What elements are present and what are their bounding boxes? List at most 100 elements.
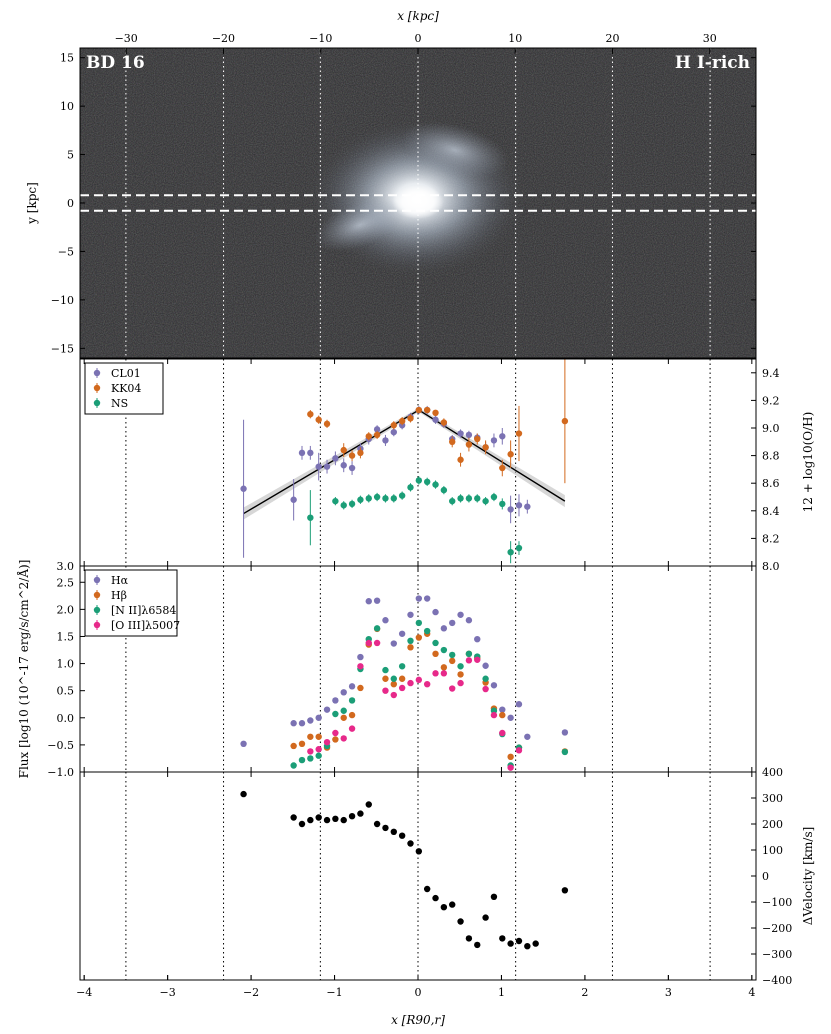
point-cl01 — [315, 463, 322, 470]
flux-point-1 — [499, 711, 506, 719]
velocity-point — [298, 820, 306, 828]
velocity-point — [315, 814, 322, 821]
point-kk04 — [440, 419, 448, 426]
velocity-y-tick-label: 400 — [762, 766, 783, 779]
point-cl01 — [340, 462, 347, 469]
point-ns — [515, 544, 523, 552]
flux-point-2 — [449, 651, 456, 659]
velocity-point — [240, 790, 247, 798]
flux-point-3 — [482, 685, 489, 693]
flux-point-0 — [561, 729, 569, 736]
flux-point-2 — [332, 710, 339, 718]
flux-point-1 — [449, 657, 456, 665]
flux-point-3 — [415, 676, 423, 684]
point-cl01 — [524, 503, 531, 510]
velocity-point — [415, 848, 423, 855]
flux-point-3 — [332, 729, 339, 737]
flux-point-0 — [415, 595, 423, 602]
x-tick-label: −2 — [243, 986, 259, 999]
flux-point-1 — [440, 664, 448, 671]
velocity-point — [332, 815, 339, 822]
velocity-point — [307, 816, 314, 824]
point-ns — [373, 493, 381, 501]
metallicity-marks — [240, 359, 569, 564]
flux-point-0 — [490, 682, 498, 689]
point-ns — [390, 495, 397, 502]
flux-point-1 — [332, 736, 339, 743]
flux-point-0 — [423, 595, 431, 602]
flux-point-1 — [398, 675, 406, 682]
flux-point-1 — [457, 671, 464, 678]
point-ns — [398, 492, 406, 499]
flux-point-3 — [390, 691, 397, 699]
flux-point-1 — [415, 634, 423, 641]
flux-point-0 — [465, 617, 473, 624]
point-ns — [415, 477, 423, 484]
flux-y-axis-label: Flux [log10 (10^-17 erg/s/cm^2/Å)] — [16, 560, 31, 779]
metallicity-y-tick-label: 9.2 — [762, 394, 780, 407]
metallicity-legend-label: NS — [111, 397, 128, 410]
flux-y-tick-label: 2.5 — [57, 576, 75, 589]
flux-y-tick-label: 0.5 — [57, 685, 75, 698]
flux-point-0 — [357, 653, 364, 661]
kpc-tick-label: −10 — [309, 32, 332, 45]
flux-point-3 — [474, 656, 481, 663]
flux-point-2 — [465, 650, 473, 658]
point-ns — [348, 500, 356, 508]
flux-point-0 — [398, 630, 406, 637]
flux-point-2 — [432, 639, 439, 647]
point-kk04 — [340, 446, 347, 454]
flux-point-0 — [390, 640, 397, 647]
flux-point-0 — [407, 611, 414, 618]
image-y-tick-label: 15 — [60, 52, 74, 65]
fit-uncertainty-band — [243, 408, 565, 520]
velocity-point — [357, 810, 364, 817]
flux-point-3 — [307, 748, 314, 755]
velocity-point — [515, 937, 523, 945]
flux-point-2 — [373, 625, 381, 632]
flux-point-3 — [373, 639, 381, 647]
point-cl01 — [298, 449, 306, 457]
flux-point-0 — [432, 608, 439, 616]
flux-point-2 — [307, 755, 314, 762]
point-ns — [365, 495, 372, 502]
flux-point-2 — [348, 697, 356, 704]
x-tick-label: 1 — [498, 986, 505, 999]
point-cl01 — [457, 430, 464, 437]
flux-legend-box — [84, 569, 178, 637]
flux-legend-marker — [93, 606, 101, 614]
flux-point-2 — [407, 637, 414, 645]
point-kk04 — [499, 464, 506, 472]
velocity-y-tick-label: −400 — [762, 974, 792, 987]
point-ns — [482, 497, 489, 505]
flux-y-tick-label: 1.0 — [57, 658, 75, 671]
point-ns — [440, 486, 448, 494]
point-ns — [307, 514, 314, 521]
flux-point-3 — [457, 679, 464, 687]
image-y-tick-label: −5 — [58, 245, 74, 258]
metallicity-left-tick-label: 3.0 — [57, 560, 75, 573]
point-cl01 — [332, 455, 339, 462]
point-kk04 — [432, 409, 439, 417]
flux-legend-marker — [93, 576, 101, 584]
velocity-y-tick-label: 100 — [762, 844, 783, 857]
flux-point-3 — [398, 684, 406, 692]
bottom-x-axis-label: x [R90,r] — [391, 1013, 445, 1027]
point-kk04 — [482, 444, 489, 451]
flux-point-2 — [561, 748, 569, 756]
point-cl01 — [490, 437, 498, 444]
image-y-tick-label: 10 — [60, 100, 74, 113]
point-ns — [499, 500, 506, 508]
flux-point-0 — [382, 617, 389, 624]
flux-point-0 — [290, 720, 297, 727]
flux-point-0 — [507, 714, 514, 721]
point-kk04 — [457, 456, 464, 463]
flux-y-tick-label: 1.5 — [57, 630, 75, 643]
flux-point-3 — [348, 725, 356, 732]
kpc-tick-label: −20 — [212, 32, 235, 45]
flux-legend-marker — [93, 591, 101, 599]
point-kk04 — [348, 452, 356, 459]
flux-point-3 — [440, 670, 448, 677]
flux-legend-label: [O III]λ5007 — [111, 619, 180, 632]
point-cl01 — [348, 464, 356, 472]
